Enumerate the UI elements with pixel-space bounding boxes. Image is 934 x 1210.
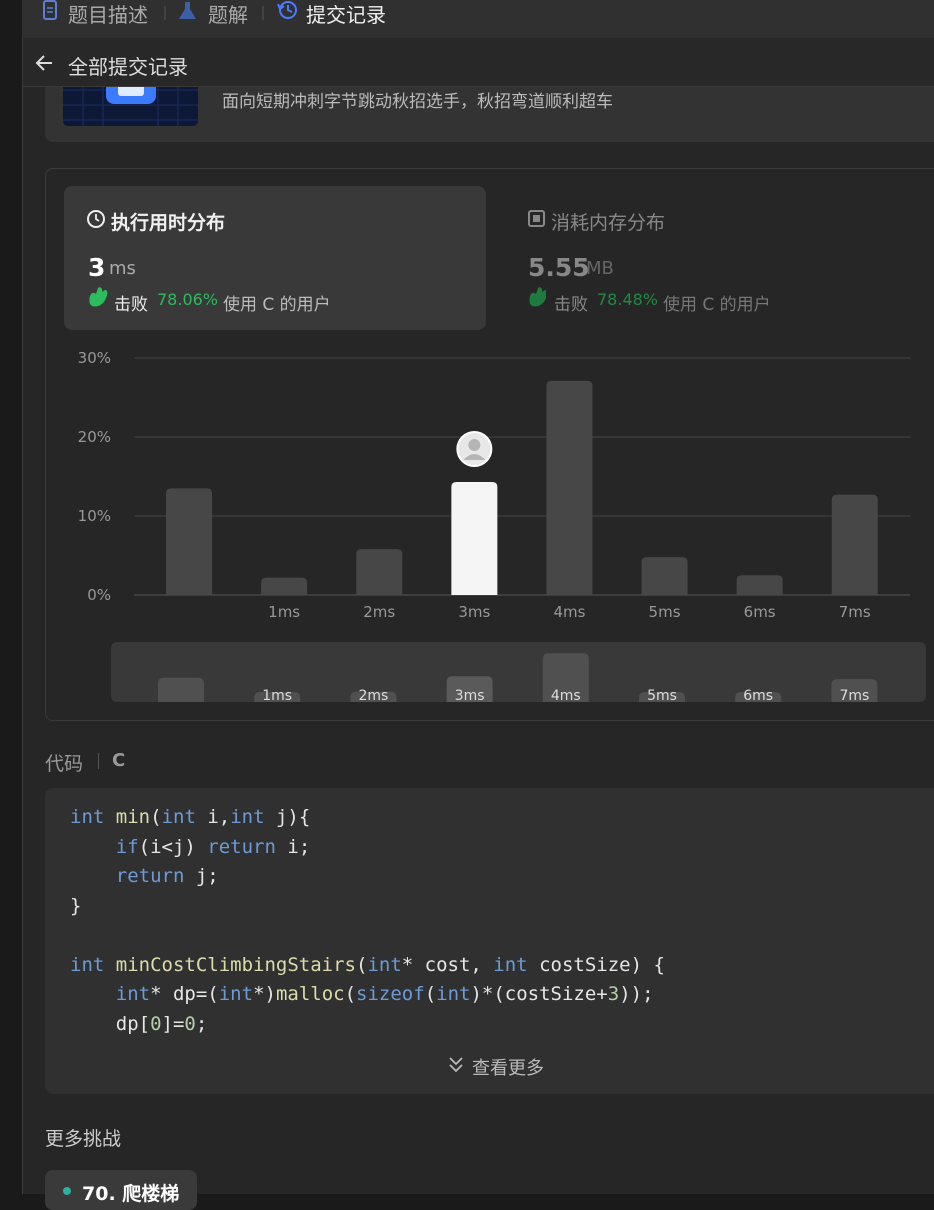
avatar-head — [468, 439, 481, 452]
bar — [261, 577, 308, 595]
navigator-label: 6ms — [743, 688, 773, 704]
beat-pct: 78.06% — [157, 290, 219, 309]
code-line: } — [70, 894, 82, 917]
code-line: if(i<j) return i; — [115, 835, 311, 858]
runtime-title: 执行用时分布 — [111, 212, 226, 234]
code-block — [45, 788, 934, 1094]
navigator-label: 1ms — [262, 688, 292, 704]
x-tick-label: 1ms — [268, 603, 300, 621]
beat-label: 击败 — [554, 295, 588, 315]
navigator-bar — [158, 677, 204, 702]
separator — [98, 753, 99, 769]
navigator-label: 5ms — [647, 688, 677, 704]
y-tick-label: 10% — [78, 507, 111, 525]
header — [23, 38, 934, 87]
bar — [356, 549, 403, 595]
beat-suffix: 使用 C 的用户 — [663, 295, 771, 315]
tab-icons — [43, 0, 297, 20]
navigator-bar — [446, 676, 493, 702]
x-tick-label: 6ms — [744, 603, 776, 621]
code-language: C — [112, 750, 126, 771]
challenge-title[interactable]: 70. 爬楼梯 — [82, 1183, 180, 1205]
tab-bar — [22, 0, 934, 38]
difficulty-dot — [63, 1187, 71, 1195]
bar — [641, 557, 688, 595]
navigator-bar — [639, 692, 685, 702]
runtime-unit: ms — [109, 258, 136, 279]
navigator-label: 4ms — [551, 688, 581, 704]
code-line: dp[0]=0; — [70, 1012, 208, 1035]
x-tick-label: 7ms — [839, 603, 871, 621]
bar — [166, 488, 213, 595]
tab[interactable]: 题解 — [208, 3, 248, 27]
navigator-bar — [735, 692, 782, 702]
card-icons — [87, 210, 546, 307]
memory-title[interactable]: 消耗内存分布 — [551, 212, 666, 234]
runtime-value: 3 — [88, 253, 106, 282]
x-tick-label: 3ms — [458, 603, 490, 621]
navigator-bar — [254, 692, 301, 702]
y-tick-label: 20% — [78, 428, 111, 446]
y-tick-label: 0% — [87, 586, 111, 604]
tab-active[interactable]: 提交记录 — [306, 3, 386, 27]
runtime-card[interactable] — [64, 186, 486, 330]
beat-suffix: 使用 C 的用户 — [223, 295, 331, 315]
x-tick-label: 5ms — [649, 603, 681, 621]
banner-text: 面向短期冲刺字节跳动秋招选手，秋招弯道顺利超车 — [222, 92, 613, 112]
beat-pct: 78.48% — [597, 290, 659, 309]
x-tick-label: 4ms — [553, 603, 585, 621]
show-more[interactable]: 查看更多 — [472, 1058, 544, 1079]
bar-highlighted — [451, 482, 498, 595]
section-title: 更多挑战 — [45, 1128, 122, 1150]
back-arrow[interactable] — [34, 52, 56, 74]
code-line: return j; — [115, 865, 219, 887]
x-tick-label: 2ms — [363, 603, 395, 621]
navigator-label: 2ms — [358, 688, 388, 704]
bar — [831, 494, 878, 595]
bar — [736, 575, 783, 595]
navigator — [111, 642, 926, 702]
code-line: int min(int i,int j){ — [70, 806, 311, 828]
back-label[interactable]: 全部提交记录 — [68, 55, 188, 79]
navigator-label: 7ms — [839, 688, 869, 704]
navigator-label: 3ms — [455, 688, 485, 704]
y-tick-label: 30% — [78, 349, 111, 367]
navigator-bar — [831, 679, 878, 702]
distribution-chart: 0% 10% 20% 30% 1ms 1ms 2ms 2ms 3ms 3ms 4ms 4ms 5ms 5m… — [78, 349, 926, 704]
memory-unit: MB — [586, 258, 614, 279]
code-line: int minCostClimbingStairs(int* cost, int… — [70, 953, 665, 976]
memory-value: 5.55 — [528, 253, 590, 282]
expand-icon — [449, 1057, 463, 1073]
tab[interactable]: 题目描述 — [68, 3, 148, 27]
bar — [546, 380, 593, 595]
navigator-bar — [542, 653, 589, 702]
code-label: 代码 — [45, 753, 84, 775]
avatar-body — [463, 454, 486, 461]
code-line: int* dp=(int*)malloc(sizeof(int)*(costSi… — [115, 983, 654, 1005]
stats-panel — [45, 168, 934, 721]
navigator-bar — [350, 691, 397, 702]
beat-label: 击败 — [114, 295, 148, 315]
